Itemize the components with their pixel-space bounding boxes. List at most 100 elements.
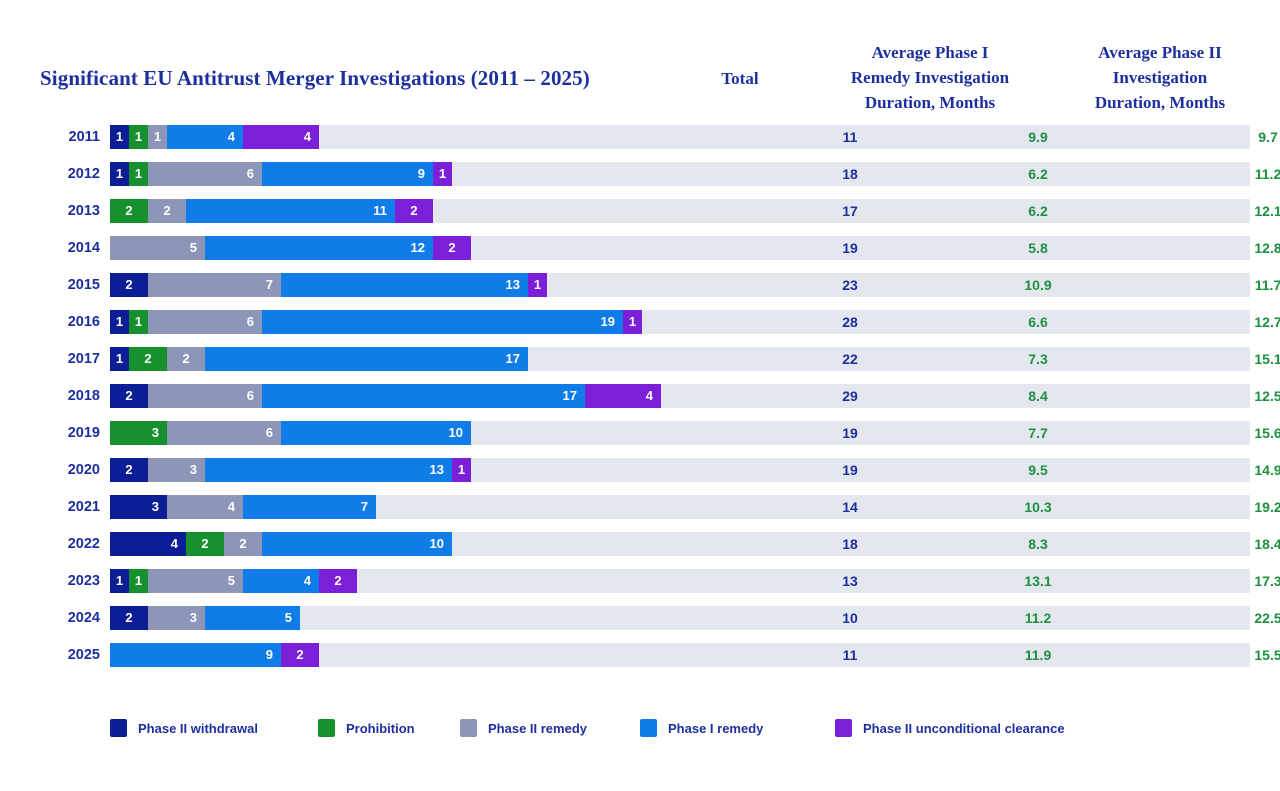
bar-segment-phase1_remedy: 10 bbox=[262, 532, 452, 556]
bar-segment-phase2_withdrawal: 3 bbox=[110, 495, 167, 519]
row-track: 2 7 13 1 23 10.9 11.7 bbox=[110, 273, 1280, 297]
phase1-avg-value: 9.5 bbox=[1028, 462, 1048, 478]
chart-title: Significant EU Antitrust Merger Investig… bbox=[40, 66, 590, 90]
year-label: 2011 bbox=[68, 129, 100, 145]
chart-row: 2019 3 6 10 19 7.7 15.6 bbox=[0, 421, 1280, 445]
legend-swatch-phase2_withdrawal bbox=[110, 719, 127, 737]
row-track: 2 3 13 1 19 9.5 14.9 bbox=[110, 458, 1280, 482]
bar-segment-phase1_remedy: 7 bbox=[243, 495, 376, 519]
bar-segment-phase2_remedy: 1 bbox=[148, 125, 167, 149]
phase2-avg-value: 22.5 bbox=[1254, 610, 1280, 626]
chart-row: 2012 1 1 6 9 1 18 6.2 11.2 bbox=[0, 162, 1280, 186]
bar-segment-phase2_unconditional_clearance: 1 bbox=[452, 458, 471, 482]
bar-segment-phase2_unconditional_clearance: 4 bbox=[243, 125, 319, 149]
legend-item-phase2_withdrawal: Phase II withdrawal bbox=[110, 718, 258, 738]
year-label: 2022 bbox=[67, 536, 100, 552]
total-value: 19 bbox=[842, 240, 858, 256]
bar-segment-phase2_unconditional_clearance: 1 bbox=[528, 273, 547, 297]
bar-segment-phase2_unconditional_clearance: 1 bbox=[623, 310, 642, 334]
legend: Phase II withdrawal Prohibition Phase II r… bbox=[0, 718, 1280, 740]
bar-segment-prohibition: 1 bbox=[129, 162, 148, 186]
row-track: 9 2 11 11.9 15.5 bbox=[110, 643, 1280, 667]
phase1-avg-value: 9.9 bbox=[1028, 129, 1048, 145]
bar-segment-phase2_remedy: 4 bbox=[167, 495, 243, 519]
row-track: 5 12 2 19 5.8 12.8 bbox=[110, 236, 1280, 260]
bar-segment-phase2_remedy: 6 bbox=[148, 384, 262, 408]
row-track: 2 6 17 4 29 8.4 12.5 bbox=[110, 384, 1280, 408]
year-label: 2015 bbox=[67, 277, 100, 293]
chart-row: 2016 1 1 6 19 1 28 6.6 12.7 bbox=[0, 310, 1280, 334]
chart-row: 2015 2 7 13 1 23 10.9 11.7 bbox=[0, 273, 1280, 297]
bar-segment-phase1_remedy: 13 bbox=[281, 273, 528, 297]
row-track: 1 1 6 19 1 28 6.6 12.7 bbox=[110, 310, 1280, 334]
bar-segment-phase1_remedy: 9 bbox=[110, 643, 281, 667]
bar-segment-phase2_unconditional_clearance: 2 bbox=[433, 236, 471, 260]
bar-segment-phase2_remedy: 6 bbox=[167, 421, 281, 445]
total-value: 17 bbox=[842, 203, 858, 219]
bar-segment-phase2_withdrawal: 2 bbox=[110, 273, 148, 297]
phase2-avg-value: 12.1 bbox=[1254, 203, 1280, 219]
chart-row: 2022 4 2 2 10 18 8.3 18.4 bbox=[0, 532, 1280, 556]
bar-segment-phase2_remedy: 3 bbox=[148, 606, 205, 630]
column-header-phase2-avg: Average Phase II Investigation Duration,… bbox=[1094, 43, 1226, 112]
phase1-avg-value: 10.3 bbox=[1024, 499, 1052, 515]
chart-rows: 2011 1 1 1 4 4 11 9.9 9.7 2012 1 1 6 9 1 18 6.2 11.2 2013 2… bbox=[0, 125, 1280, 670]
row-track: 3 4 7 14 10.3 19.2 bbox=[110, 495, 1280, 519]
legend-item-prohibition: Prohibition bbox=[318, 718, 415, 738]
bar-segment-phase2_unconditional_clearance: 2 bbox=[281, 643, 319, 667]
legend-swatch-phase2_unconditional_clearance bbox=[835, 719, 852, 737]
legend-item-phase2_remedy: Phase II remedy bbox=[460, 718, 587, 738]
total-value: 19 bbox=[842, 425, 858, 441]
legend-item-phase2_unconditional_clearance: Phase II unconditional clearance bbox=[835, 718, 1065, 738]
phase1-avg-value: 7.7 bbox=[1028, 425, 1048, 441]
bar-segment-phase2_remedy: 7 bbox=[148, 273, 281, 297]
bar-segment-phase2_withdrawal: 2 bbox=[110, 606, 148, 630]
total-value: 28 bbox=[842, 314, 858, 330]
phase1-avg-value: 10.9 bbox=[1024, 277, 1052, 293]
bar-segment-prohibition: 1 bbox=[129, 310, 148, 334]
phase2-avg-value: 11.7 bbox=[1254, 277, 1280, 293]
year-label: 2020 bbox=[67, 462, 100, 478]
bar-segment-phase1_remedy: 4 bbox=[167, 125, 243, 149]
bar-segment-phase2_withdrawal: 1 bbox=[110, 310, 129, 334]
year-label: 2021 bbox=[67, 499, 100, 515]
total-value: 14 bbox=[842, 499, 858, 515]
phase2-avg-value: 9.7 bbox=[1258, 129, 1278, 145]
bar-segment-phase1_remedy: 5 bbox=[205, 606, 300, 630]
bar-segment-phase2_remedy: 5 bbox=[110, 236, 205, 260]
phase2-avg-value: 14.9 bbox=[1254, 462, 1280, 478]
bar-segment-phase1_remedy: 13 bbox=[205, 458, 452, 482]
legend-label: Phase II unconditional clearance bbox=[863, 720, 1065, 736]
bar-segment-prohibition: 2 bbox=[186, 532, 224, 556]
legend-swatch-phase2_remedy bbox=[460, 719, 477, 737]
total-value: 18 bbox=[842, 536, 858, 552]
column-header-total: Total bbox=[721, 69, 759, 88]
year-label: 2017 bbox=[67, 351, 100, 367]
chart-row: 2025 9 2 11 11.9 15.5 bbox=[0, 643, 1280, 667]
phase1-avg-value: 6.2 bbox=[1028, 203, 1048, 219]
phase1-avg-value: 13.1 bbox=[1024, 573, 1052, 589]
year-label: 2018 bbox=[67, 388, 100, 404]
total-value: 18 bbox=[842, 166, 858, 182]
chart-row: 2023 1 1 5 4 2 13 13.1 17.3 bbox=[0, 569, 1280, 593]
bar-segment-phase2_remedy: 2 bbox=[224, 532, 262, 556]
phase2-avg-value: 12.8 bbox=[1254, 240, 1280, 256]
year-label: 2025 bbox=[67, 647, 100, 663]
row-track: 3 6 10 19 7.7 15.6 bbox=[110, 421, 1280, 445]
bar-segment-phase2_withdrawal: 2 bbox=[110, 458, 148, 482]
phase2-avg-value: 12.7 bbox=[1254, 314, 1280, 330]
row-track: 1 1 6 9 1 18 6.2 11.2 bbox=[110, 162, 1280, 186]
bar-segment-phase2_withdrawal: 1 bbox=[110, 125, 129, 149]
bar-segment-prohibition: 2 bbox=[129, 347, 167, 371]
bar-segment-phase2_remedy: 2 bbox=[167, 347, 205, 371]
bar-segment-phase1_remedy: 17 bbox=[205, 347, 528, 371]
bar-segment-phase1_remedy: 4 bbox=[243, 569, 319, 593]
bar-segment-phase2_withdrawal: 2 bbox=[110, 384, 148, 408]
total-value: 22 bbox=[842, 351, 858, 367]
phase2-avg-value: 15.6 bbox=[1254, 425, 1280, 441]
legend-label: Phase I remedy bbox=[668, 720, 764, 736]
legend-swatch-prohibition bbox=[318, 719, 335, 737]
year-label: 2016 bbox=[67, 314, 100, 330]
row-track: 2 2 11 2 17 6.2 12.1 bbox=[110, 199, 1280, 223]
bar-segment-phase2_remedy: 2 bbox=[148, 199, 186, 223]
